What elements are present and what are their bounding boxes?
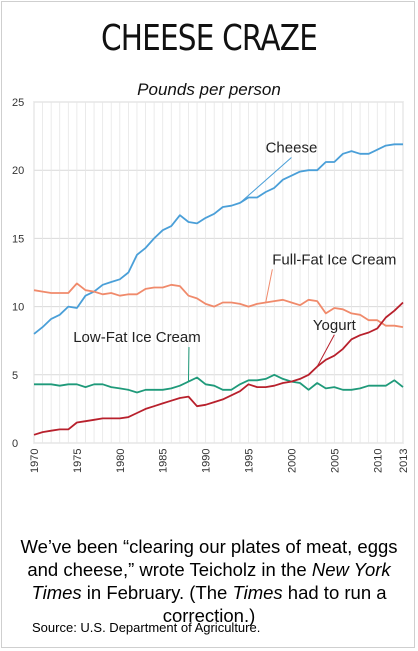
caption-italic-1: New York Times: [31, 559, 391, 603]
axes: 0 5 10 15 20 25 1970 1975 1980 1985 1990 1995 2000 20…: [12, 97, 410, 473]
label-leader: [239, 157, 292, 204]
y-tick-label: 10: [12, 302, 24, 314]
x-tick-label: 2010: [372, 449, 384, 473]
caption-text-1: We’ve been “clearing our plates of meat,…: [20, 536, 398, 580]
label-leader: [265, 269, 273, 303]
label-leaders: [187, 157, 335, 382]
y-tick-label: 0: [12, 438, 18, 450]
series-label-low-fat-ice-cream: Low-Fat Ice Cream: [73, 329, 201, 346]
plot-background: [33, 101, 404, 444]
series-line-low-fat-ice-cream: [34, 373, 404, 394]
x-tick-label: 1985: [158, 449, 170, 473]
chart-title: CHEESE CRAZE: [100, 18, 318, 59]
series-line-cheese: [33, 143, 403, 335]
x-tick-label: 1975: [72, 449, 84, 473]
y-tick-label: 15: [12, 233, 24, 245]
caption-text-2: in February. (The: [81, 582, 233, 603]
series-label-cheese: Cheese: [266, 139, 318, 156]
series-label-full-fat-ice-cream: Full-Fat Ice Cream: [272, 251, 396, 268]
series-labels: Cheese Full-Fat Ice Cream Low-Fat Ice Crea…: [73, 139, 396, 346]
x-tick-label: 1970: [29, 449, 41, 473]
label-leader: [316, 334, 335, 367]
x-tick-label: 2000: [286, 449, 298, 473]
series-line-yogurt: [33, 301, 404, 436]
caption-text-3: had to run a correction.): [162, 582, 387, 626]
y-tick-label: 5: [12, 370, 18, 382]
source-note: Source: U.S. Department of Agriculture.: [32, 620, 261, 635]
label-leader: [187, 347, 190, 382]
y-tick-label: 20: [12, 165, 24, 177]
x-tick-label: 1980: [115, 449, 127, 473]
chart-subtitle: Pounds per person: [137, 80, 281, 99]
grid: [33, 101, 404, 444]
y-tick-label: 25: [12, 97, 24, 109]
x-tick-label: 1990: [201, 449, 213, 473]
x-tick-label: 2013: [398, 449, 410, 473]
caption-italic-2: Times: [232, 582, 283, 603]
series-label-yogurt: Yogurt: [313, 317, 357, 334]
x-tick-label: 1995: [244, 449, 256, 473]
x-tick-label: 2005: [329, 449, 341, 473]
line-chart: Cheese Full-Fat Ice Cream Low-Fat Ice Crea…: [12, 97, 410, 473]
caption: We’ve been “clearing our plates of meat,…: [10, 535, 408, 627]
series-line-full-fat-ice-cream: [33, 282, 404, 328]
series-lines: [33, 143, 404, 436]
